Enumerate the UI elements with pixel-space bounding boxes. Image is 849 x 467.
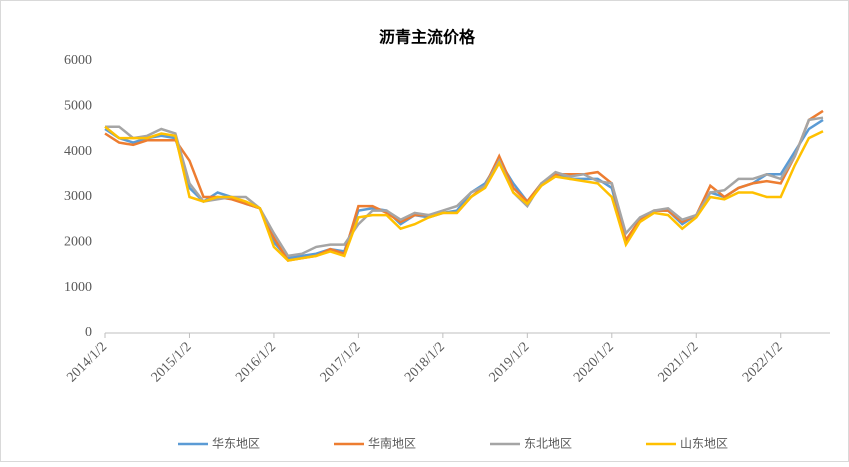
legend-label: 华东地区 xyxy=(212,437,260,451)
y-tick-label: 6000 xyxy=(64,53,92,68)
legend-label: 华南地区 xyxy=(368,436,416,451)
y-tick-label: 0 xyxy=(85,325,92,340)
legend-label: 山东地区 xyxy=(680,437,728,451)
series-line xyxy=(104,125,824,262)
chart-title: 沥青主流价格 xyxy=(379,28,476,47)
legend-label: 东北地区 xyxy=(524,437,572,451)
y-tick-label: 2000 xyxy=(64,235,92,250)
y-tick-label: 5000 xyxy=(64,99,92,114)
y-tick-label: 1000 xyxy=(64,280,92,295)
y-tick-label: 4000 xyxy=(64,144,92,159)
y-tick-label: 3000 xyxy=(64,189,92,204)
